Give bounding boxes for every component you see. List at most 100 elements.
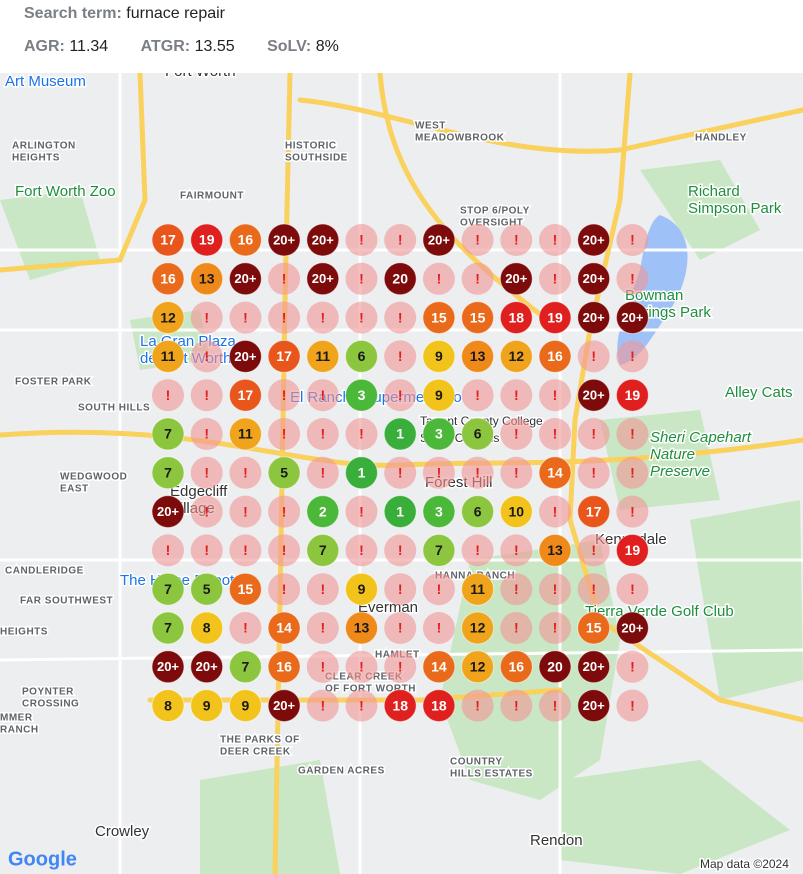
rank-marker[interactable]: ! [229, 456, 262, 489]
rank-marker[interactable]: 7 [151, 611, 185, 645]
rank-marker[interactable]: 7 [228, 650, 262, 684]
rank-marker[interactable]: ! [461, 262, 494, 295]
rank-marker[interactable]: ! [500, 224, 533, 256]
rank-marker[interactable]: ! [500, 689, 533, 722]
rank-marker[interactable]: 13 [345, 611, 378, 645]
rank-marker[interactable]: 1 [383, 495, 417, 529]
rank-marker[interactable]: 10 [499, 495, 533, 529]
rank-marker[interactable]: ! [306, 301, 339, 334]
rank-marker[interactable]: 5 [267, 456, 301, 490]
rank-marker[interactable]: ! [577, 340, 610, 373]
rank-marker[interactable]: ! [229, 534, 262, 567]
rank-marker[interactable]: 18 [383, 689, 417, 723]
rank-marker[interactable]: 16 [228, 223, 262, 257]
rank-marker[interactable]: ! [616, 495, 649, 528]
rank-marker[interactable]: ! [384, 224, 417, 256]
rank-marker[interactable]: ! [306, 650, 339, 683]
rank-marker[interactable]: ! [384, 573, 417, 606]
rank-marker[interactable]: 16 [538, 339, 572, 373]
rank-marker[interactable]: ! [461, 689, 494, 722]
rank-marker[interactable]: 16 [267, 650, 301, 684]
rank-marker[interactable]: 16 [499, 650, 533, 684]
rank-marker[interactable]: 20+ [577, 650, 611, 684]
rank-marker[interactable]: 20+ [190, 650, 224, 684]
rank-marker[interactable]: ! [500, 573, 533, 606]
map[interactable]: Art MuseumFort WorthARLINGTONHEIGHTSHIST… [0, 73, 803, 874]
rank-marker[interactable]: 15 [577, 611, 611, 645]
rank-marker[interactable]: 18 [499, 301, 533, 335]
rank-marker[interactable]: ! [539, 612, 571, 644]
rank-marker[interactable]: 20+ [267, 689, 301, 723]
rank-marker[interactable]: ! [229, 495, 262, 528]
rank-marker[interactable]: 9 [228, 689, 262, 723]
rank-marker[interactable]: ! [616, 262, 649, 295]
rank-marker[interactable]: ! [500, 534, 533, 567]
rank-marker[interactable]: ! [461, 224, 494, 256]
rank-marker[interactable]: ! [268, 418, 301, 450]
rank-marker[interactable]: ! [268, 262, 301, 295]
rank-marker[interactable]: 8 [190, 611, 224, 645]
rank-marker[interactable]: ! [616, 689, 649, 722]
rank-marker[interactable]: 20+ [151, 495, 185, 529]
rank-marker[interactable]: ! [268, 379, 301, 412]
rank-marker[interactable]: ! [229, 301, 262, 334]
rank-marker[interactable]: 2 [306, 495, 340, 529]
rank-marker[interactable]: 20+ [422, 223, 456, 257]
rank-marker[interactable]: ! [539, 689, 571, 722]
rank-marker[interactable]: ! [616, 456, 649, 489]
rank-marker[interactable]: 9 [422, 339, 456, 373]
rank-marker[interactable]: 6 [461, 495, 495, 529]
rank-marker[interactable]: 17 [267, 339, 301, 373]
rank-marker[interactable]: 3 [345, 378, 378, 412]
rank-marker[interactable]: ! [422, 612, 455, 644]
rank-marker[interactable]: ! [384, 650, 417, 683]
rank-marker[interactable]: ! [268, 301, 301, 334]
rank-marker[interactable]: ! [268, 534, 301, 567]
rank-marker[interactable]: 18 [422, 689, 456, 723]
rank-marker[interactable]: 6 [345, 339, 378, 373]
rank-marker[interactable]: ! [190, 495, 223, 528]
rank-marker[interactable]: ! [539, 379, 571, 412]
rank-marker[interactable]: ! [152, 379, 184, 412]
rank-marker[interactable]: 12 [151, 301, 185, 335]
rank-marker[interactable]: 15 [461, 301, 495, 335]
rank-marker[interactable]: ! [306, 379, 339, 412]
rank-marker[interactable]: 20+ [267, 223, 301, 257]
rank-marker[interactable]: 12 [461, 650, 495, 684]
rank-marker[interactable]: ! [152, 534, 184, 567]
rank-marker[interactable]: 20+ [499, 262, 533, 296]
rank-marker[interactable]: 13 [538, 533, 572, 567]
rank-marker[interactable]: ! [461, 534, 494, 567]
rank-marker[interactable]: ! [190, 301, 223, 334]
rank-marker[interactable]: 11 [306, 339, 340, 373]
rank-marker[interactable]: ! [345, 650, 378, 683]
rank-marker[interactable]: 13 [461, 339, 495, 373]
rank-marker[interactable]: ! [539, 224, 571, 256]
rank-marker[interactable]: ! [268, 495, 301, 528]
rank-marker[interactable]: ! [306, 418, 339, 450]
rank-marker[interactable]: 16 [151, 262, 185, 296]
rank-marker[interactable]: 20+ [615, 301, 649, 335]
rank-marker[interactable]: ! [190, 379, 223, 412]
rank-marker[interactable]: 9 [345, 572, 378, 606]
rank-marker[interactable]: 7 [151, 456, 185, 490]
rank-marker[interactable]: ! [539, 573, 571, 606]
rank-marker[interactable]: 8 [151, 689, 185, 723]
rank-marker[interactable]: ! [345, 262, 378, 295]
rank-marker[interactable]: 14 [538, 456, 572, 490]
rank-marker[interactable]: 7 [151, 417, 185, 451]
rank-marker[interactable]: ! [577, 573, 610, 606]
rank-marker[interactable]: ! [190, 340, 223, 373]
rank-marker[interactable]: ! [345, 301, 378, 334]
rank-marker[interactable]: 12 [461, 611, 495, 645]
rank-marker[interactable]: ! [306, 456, 339, 489]
rank-marker[interactable]: 1 [383, 417, 417, 451]
rank-marker[interactable]: ! [306, 689, 339, 722]
rank-marker[interactable]: ! [422, 456, 455, 489]
rank-marker[interactable]: 7 [151, 572, 185, 606]
rank-marker[interactable]: ! [616, 650, 649, 683]
rank-marker[interactable]: ! [345, 689, 378, 722]
rank-marker[interactable]: 19 [538, 301, 572, 335]
rank-marker[interactable]: ! [345, 418, 378, 450]
rank-marker[interactable]: ! [384, 534, 417, 567]
